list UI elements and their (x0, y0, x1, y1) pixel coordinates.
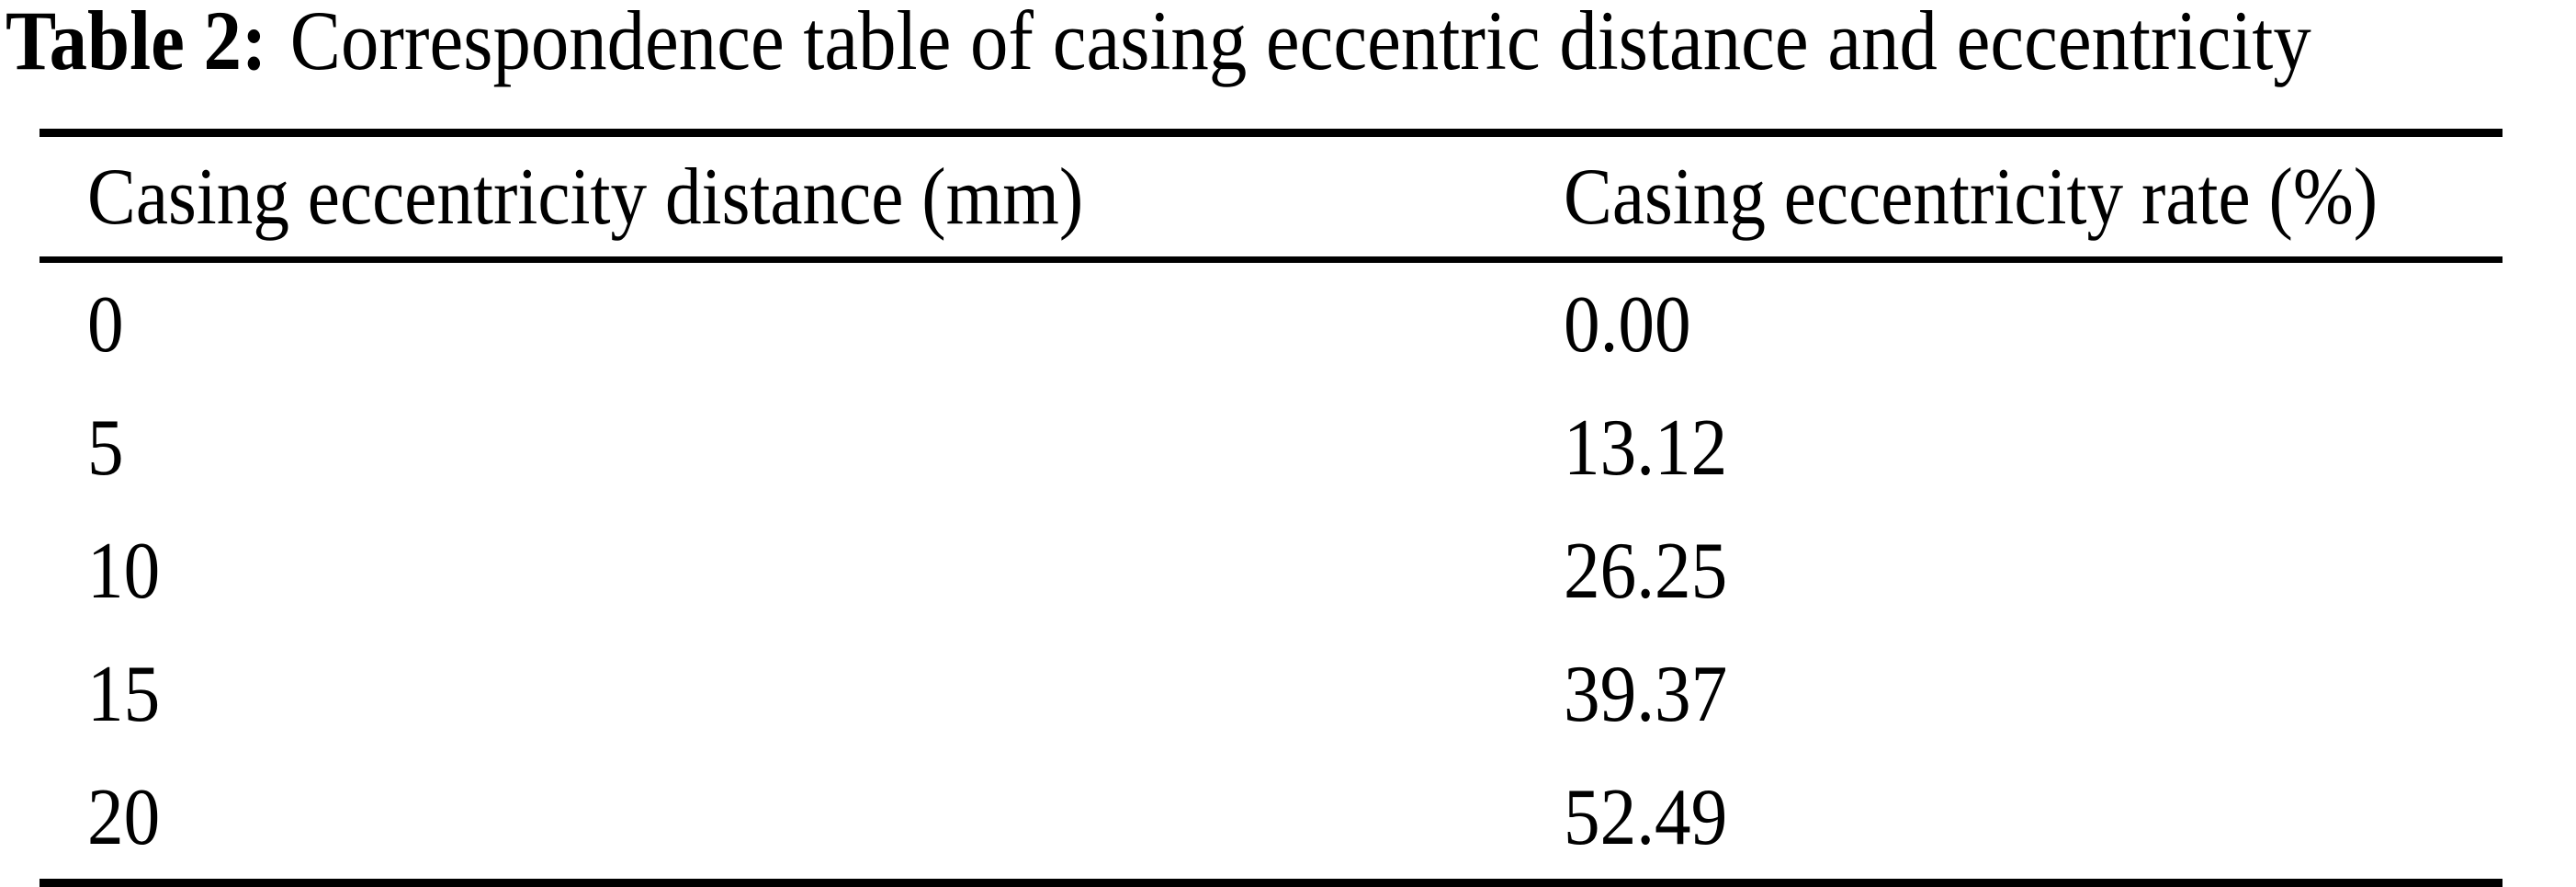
cell-rate: 0.00 (1564, 279, 1691, 370)
column-header-rate: Casing eccentricity rate (%) (1516, 132, 2503, 263)
table-caption: Table 2: Correspondence table of casing e… (6, 0, 2568, 85)
cell-distance: 20 (87, 772, 161, 862)
cell-distance: 15 (87, 649, 161, 739)
cell-rate: 13.12 (1564, 403, 1728, 493)
header-row: Casing eccentricity distance (mm) Casing… (40, 132, 2503, 263)
cell-distance: 0 (87, 279, 124, 370)
cell-rate: 39.37 (1564, 649, 1728, 739)
table-row: 20 52.49 (40, 756, 2503, 883)
table-row: 0 0.00 (40, 260, 2503, 387)
data-table: Casing eccentricity distance (mm) Casing… (40, 129, 2503, 887)
cell-distance: 10 (87, 526, 161, 616)
cell-rate: 52.49 (1564, 772, 1728, 862)
table-row: 15 39.37 (40, 632, 2503, 756)
column-header-distance: Casing eccentricity distance (mm) (40, 132, 1516, 263)
table-row: 10 26.25 (40, 509, 2503, 632)
table-caption-text: Correspondence table of casing eccentric… (289, 0, 2311, 87)
table-caption-label: Table 2: (6, 0, 267, 87)
cell-distance: 5 (87, 403, 124, 493)
cell-rate: 26.25 (1564, 526, 1728, 616)
table-row: 5 13.12 (40, 386, 2503, 509)
